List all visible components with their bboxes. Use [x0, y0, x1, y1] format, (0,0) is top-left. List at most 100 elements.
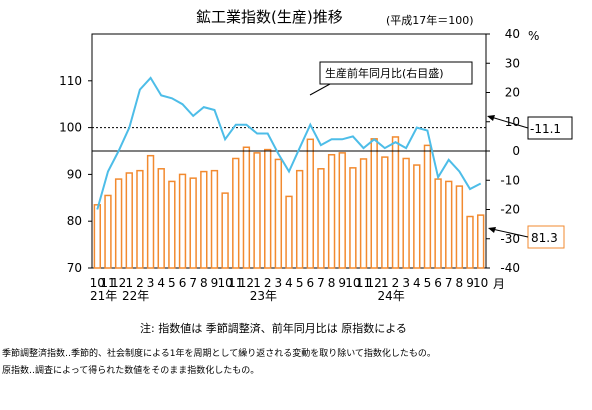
month-label: 2: [264, 276, 272, 290]
right-tick-label: 20: [505, 86, 520, 100]
bar: [285, 195, 293, 269]
bar: [413, 164, 421, 269]
month-label: 6: [179, 276, 187, 290]
bar: [391, 136, 400, 269]
right-axis-unit: %: [528, 29, 539, 43]
month-label: 11: [228, 276, 243, 290]
note-line-1: 季節調整済指数‥季節的、社会制度による1年を周期として繰り返される変動を取り除い…: [2, 349, 436, 359]
bar: [168, 180, 176, 269]
right-tick-label: -10: [500, 173, 520, 187]
right-tick-label: -40: [500, 261, 520, 275]
bar: [232, 157, 240, 269]
bar: [242, 146, 251, 269]
bar-last-arrow: [491, 228, 529, 238]
left-tick-label: 110: [59, 74, 82, 88]
month-label: 8: [200, 276, 208, 290]
bar: [200, 170, 208, 269]
right-tick-label: 0: [512, 144, 520, 158]
bar: [349, 167, 357, 269]
month-label: 5: [296, 276, 304, 290]
bar: [210, 169, 219, 269]
note-line-2: 原指数‥調査によって得られた数値をそのまま指数化したもの。: [2, 366, 260, 376]
x-axis-unit: 月: [493, 277, 505, 291]
bar: [466, 215, 474, 269]
bar: [434, 178, 442, 269]
bar-last-value: 81.3: [531, 231, 558, 245]
legend-pointer: [309, 83, 331, 96]
month-label: 9: [338, 276, 346, 290]
bar: [476, 214, 485, 269]
bar: [381, 156, 389, 269]
line-last-value: -11.1: [530, 122, 561, 136]
bar: [445, 180, 453, 269]
year-label: 24年: [378, 289, 405, 303]
left-axis: 70 80 90 100 110: [59, 74, 92, 275]
line-last-box: [527, 116, 573, 140]
left-tick-label: 90: [67, 167, 82, 181]
bar: [317, 168, 325, 269]
month-label: 2: [136, 276, 144, 290]
bar: [402, 157, 410, 269]
month-label: 4: [413, 276, 421, 290]
bar: [359, 158, 368, 269]
month-label: 7: [445, 276, 453, 290]
left-tick-label: 70: [67, 261, 82, 275]
bar: [338, 152, 346, 269]
month-label: 10: [345, 276, 360, 290]
bar: [253, 152, 261, 269]
yoy-line: [96, 76, 482, 210]
bar: [221, 192, 229, 269]
line-last-callout: -11.1: [487, 115, 573, 140]
month-label: 10: [473, 276, 488, 290]
bar: [264, 148, 272, 269]
month-label: 5: [424, 276, 432, 290]
month-label: 9: [211, 276, 219, 290]
bar-series: [93, 136, 485, 269]
bar: [157, 168, 165, 269]
chart-title: 鉱工業指数(生産)推移: [196, 8, 343, 26]
month-label: 10: [90, 276, 105, 290]
bar: [178, 173, 187, 269]
bar: [295, 169, 304, 269]
right-tick-label: 10: [505, 115, 520, 129]
bar: [274, 158, 283, 269]
month-label: 12: [239, 276, 254, 290]
right-tick-label: -20: [500, 203, 520, 217]
bar: [146, 154, 155, 269]
bar: [189, 177, 197, 269]
month-label: 8: [328, 276, 336, 290]
month-label: 11: [100, 276, 115, 290]
bar: [136, 169, 144, 269]
month-label: 12: [111, 276, 126, 290]
year-label: 23年: [250, 289, 277, 303]
month-label: 7: [317, 276, 325, 290]
line-last-arrow: [490, 116, 529, 129]
right-tick-label: 40: [505, 27, 520, 41]
bar: [93, 204, 102, 269]
right-axis: 40 30 20 10 0 -10 -20 -30 -40: [486, 27, 520, 275]
bar: [423, 144, 432, 269]
right-tick-label: -30: [500, 232, 520, 246]
legend-label: 生産前年同月比(右目盛): [325, 66, 444, 80]
month-label: 2: [392, 276, 400, 290]
month-label: 3: [147, 276, 155, 290]
month-label: 7: [189, 276, 197, 290]
month-label: 1: [381, 276, 389, 290]
legend-box: [319, 61, 473, 85]
bar: [306, 138, 314, 269]
month-label: 3: [275, 276, 283, 290]
month-label: 6: [306, 276, 314, 290]
bar: [125, 172, 133, 269]
month-label: 6: [434, 276, 442, 290]
left-tick-label: 80: [67, 214, 82, 228]
line-series: [96, 76, 482, 210]
bar: [114, 178, 123, 269]
year-label: 21年: [90, 289, 117, 303]
base-note: (平成17年＝100): [386, 13, 474, 27]
bar-last-callout: 81.3: [488, 225, 565, 249]
month-label: 12: [367, 276, 382, 290]
bar: [455, 185, 464, 269]
legend: 生産前年同月比(右目盛): [309, 61, 473, 96]
